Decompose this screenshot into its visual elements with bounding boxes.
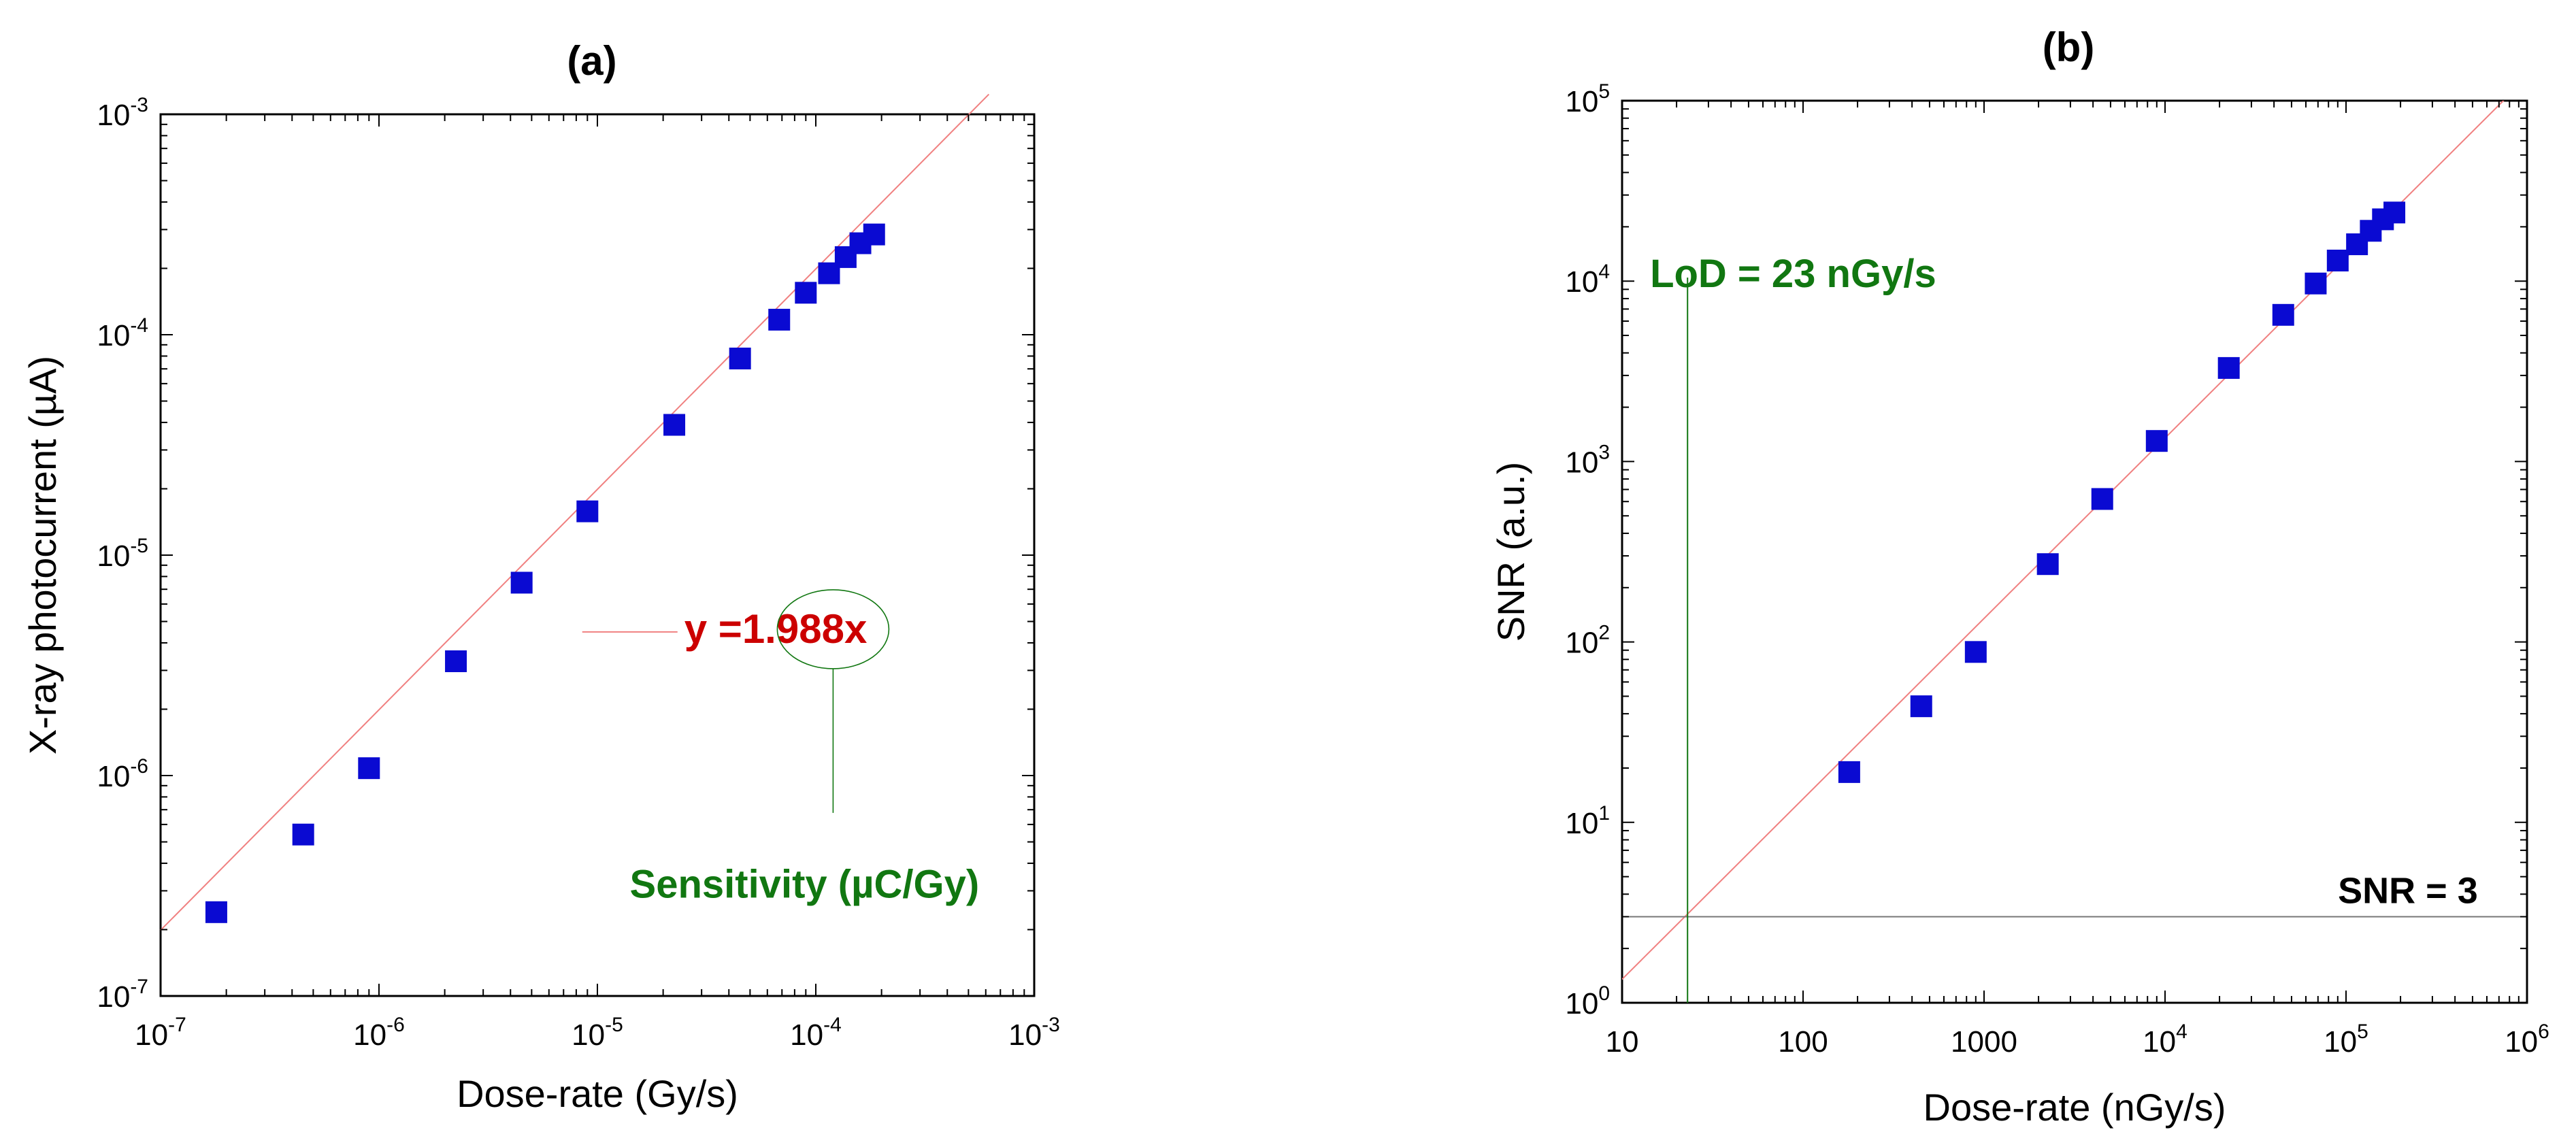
chart-a-fit-line (160, 93, 990, 931)
chart-a-equation-label: y =1.988x (684, 606, 868, 652)
chart-b-point (2145, 430, 2168, 452)
chart-b-y-tick-label: 100 (1565, 982, 1610, 1020)
chart-b-point (2217, 356, 2240, 379)
chart-b-y-tick-label: 103 (1565, 441, 1610, 479)
chart-a-x-tick-label: 10-5 (572, 1014, 623, 1052)
chart-a-x-tick-label: 10-3 (1008, 1014, 1060, 1052)
chart-a-point (863, 223, 885, 246)
chart-a-x-tick-label: 10-6 (353, 1014, 405, 1052)
chart-a-y-tick-label: 10-6 (97, 755, 148, 793)
chart-b-x-tick-label: 10 (1606, 1025, 1639, 1059)
chart-b-x-ticks: 10 100 1000 104 105 106 (1606, 101, 2549, 1059)
chart-a-point (768, 308, 791, 331)
chart-b-point (1910, 695, 1932, 718)
chart-b-x-tick-label: 100 (1778, 1025, 1828, 1059)
chart-a-x-tick-label: 10-7 (135, 1014, 186, 1052)
chart-a-y-tick-label: 10-5 (97, 535, 148, 573)
chart-a-fit-layer (160, 93, 990, 931)
chart-a-point (205, 901, 227, 923)
chart-a-x-tick-label: 10-4 (790, 1014, 842, 1052)
chart-a-x-ticks: 10-7 10-6 10-5 10-4 10-3 (135, 114, 1060, 1052)
chart-b-point (2036, 553, 2059, 576)
chart-panel-a: (a) 10-7 10-6 10-5 10-4 10-3 10-710-610-510-… (21, 38, 1060, 1115)
chart-a-point (292, 823, 314, 846)
chart-a-title: (a) (567, 38, 616, 84)
chart-a-point (663, 414, 686, 436)
chart-b-x-tick-label: 104 (2143, 1020, 2187, 1059)
chart-a-point (576, 500, 599, 522)
chart-b-y-tick-label: 105 (1565, 80, 1610, 118)
chart-a-annotations: y =1.988x Sensitivity (µC/Gy) (582, 589, 980, 906)
chart-a-y-tick-label: 10-4 (97, 314, 148, 352)
chart-a-points (205, 223, 885, 923)
chart-b-point (2305, 272, 2327, 295)
chart-b-annotations: LoD = 23 nGy/s SNR = 3 (1650, 252, 2478, 911)
chart-b-title: (b) (2043, 24, 2095, 70)
chart-a-y-tick-label: 10-3 (97, 94, 148, 132)
chart-a-point (510, 571, 533, 594)
chart-a-y-ticks: 10-7 10-6 10-5 10-4 10-3 (97, 94, 1034, 1014)
chart-b-y-tick-label: 101 (1565, 802, 1610, 840)
chart-b-point (2272, 303, 2294, 326)
chart-a-x-axis-label: Dose-rate (Gy/s) (457, 1072, 738, 1115)
chart-b-point (1964, 641, 1987, 663)
chart-b-y-ticks: 100 101 102 103 104 105 (1565, 80, 2527, 1020)
chart-b-point (2091, 488, 2113, 510)
chart-b-snr-label: SNR = 3 (2338, 870, 2478, 911)
chart-b-y-axis-label: SNR (a.u.) (1489, 462, 1532, 642)
chart-b-lod-label: LoD = 23 nGy/s (1650, 252, 1936, 296)
chart-a-point (795, 282, 817, 304)
chart-panel-b: (b) 10 100 1000 104 105 106 10010110210310410… (1489, 24, 2549, 1129)
chart-b-x-tick-label: 106 (2505, 1020, 2549, 1059)
chart-a-point (729, 347, 751, 369)
chart-b-x-tick-label: 1000 (1951, 1025, 2017, 1059)
chart-b-x-axis-label: Dose-rate (nGy/s) (1923, 1086, 2226, 1129)
chart-b-y-tick-label: 104 (1565, 261, 1610, 299)
chart-b-y-tick-label: 102 (1565, 622, 1610, 660)
chart-b-x-tick-label: 105 (2324, 1020, 2368, 1059)
chart-a-point (358, 757, 380, 780)
chart-a-sensitivity-label: Sensitivity (µC/Gy) (630, 862, 980, 906)
chart-a-point (445, 650, 467, 673)
chart-b-point (1838, 761, 1860, 783)
chart-a-y-axis-label: X-ray photocurrent (µA) (21, 356, 64, 754)
chart-b-points (1838, 201, 2406, 783)
chart-b-point (2326, 249, 2349, 271)
chart-b-plot-frame (1621, 99, 2528, 1004)
chart-a-y-tick-label: 10-7 (97, 976, 148, 1014)
chart-b-point (2383, 201, 2406, 224)
